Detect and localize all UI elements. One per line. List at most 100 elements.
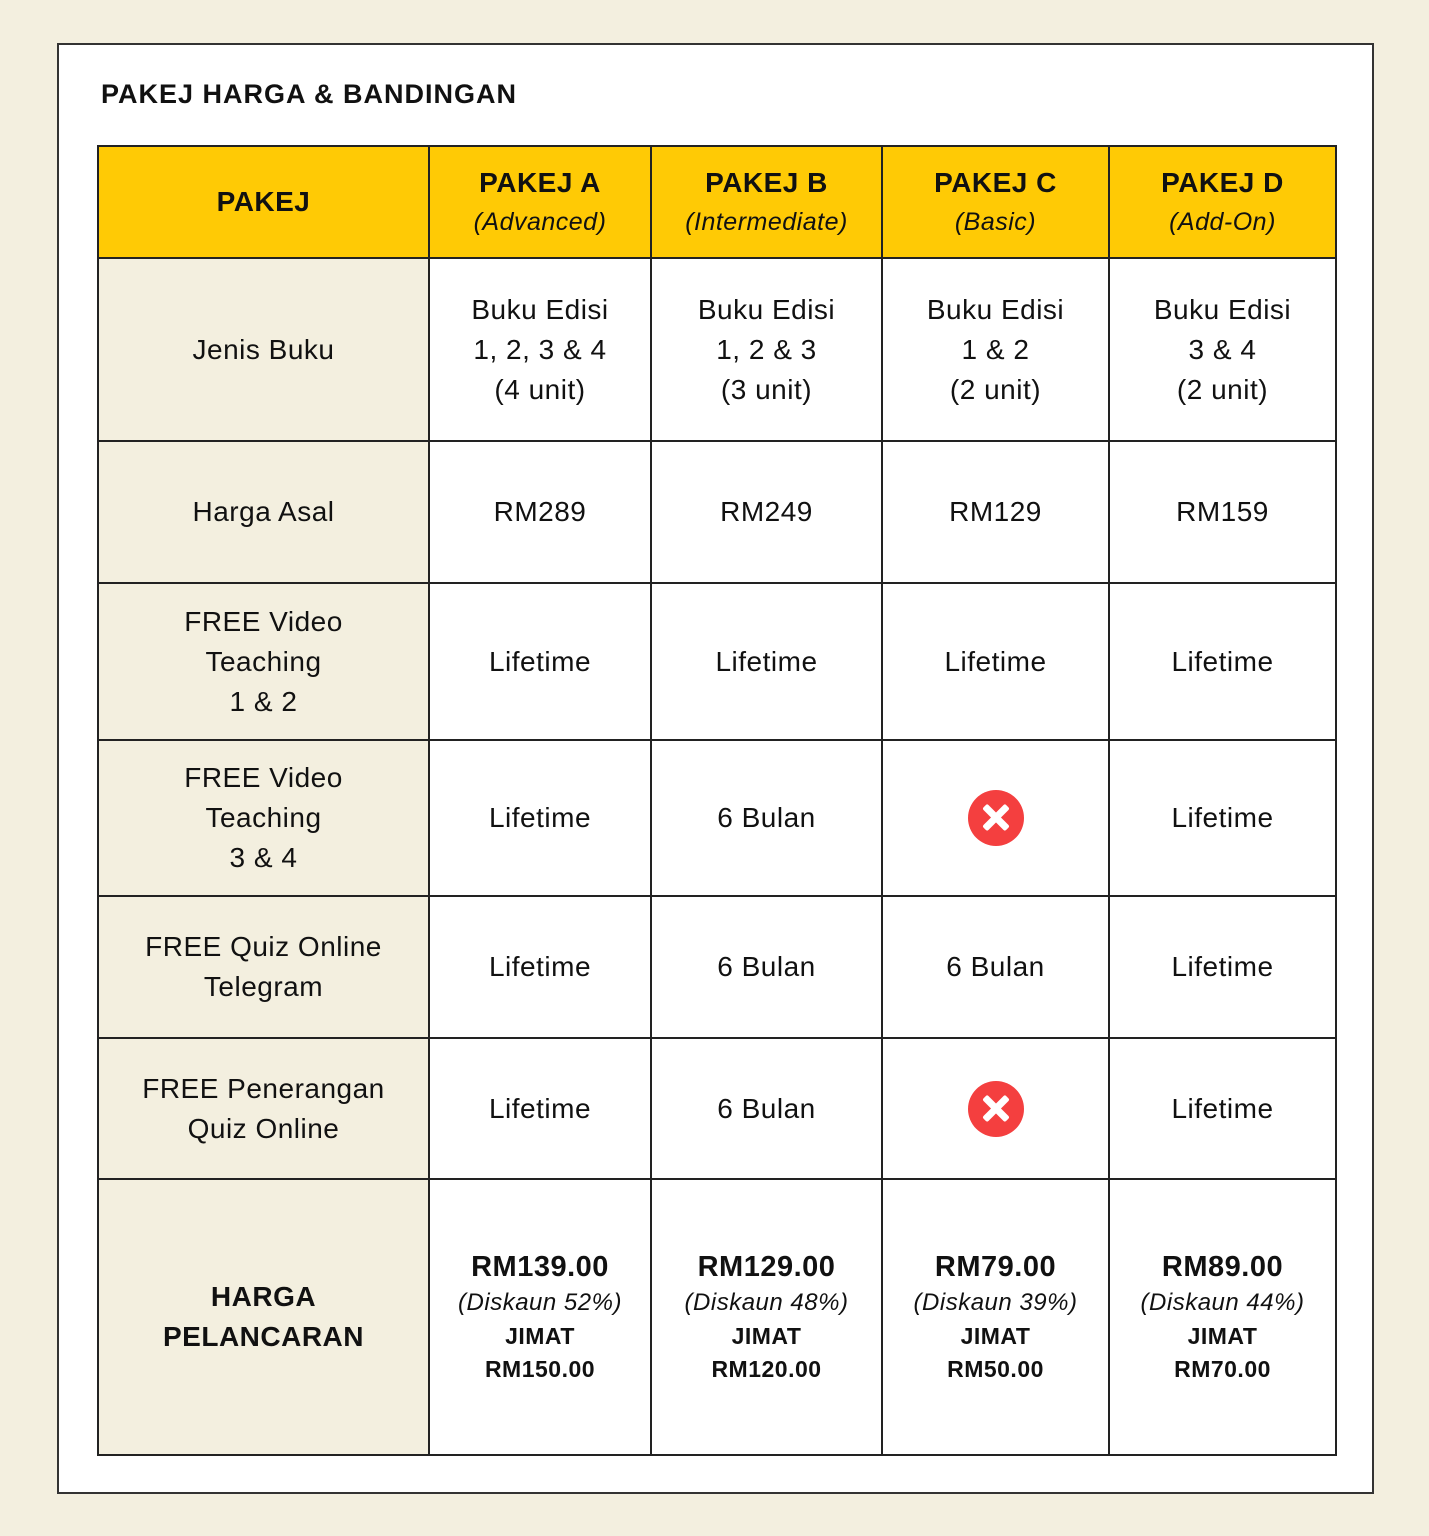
- row-label-line: FREE Quiz Online: [145, 931, 382, 962]
- row-label-line: PELANCARAN: [163, 1321, 364, 1352]
- table-cell: Buku Edisi 1, 2 & 3 (3 unit): [650, 257, 883, 442]
- cell-line: 3 & 4: [1188, 333, 1257, 365]
- cell-line: RM249: [720, 496, 813, 527]
- cell-line: 1 & 2: [961, 333, 1030, 365]
- package-name: PAKEJ A: [479, 167, 601, 198]
- cell-line: 1, 2, 3 & 4: [473, 333, 607, 365]
- table-cell: Lifetime: [428, 739, 652, 897]
- cell-line: RM159: [1176, 496, 1269, 527]
- package-name: PAKEJ C: [934, 167, 1057, 198]
- x-icon: [967, 790, 1024, 846]
- save-amount: RM50.00: [947, 1356, 1044, 1382]
- cell-line: Lifetime: [1171, 802, 1274, 833]
- table-cell: 6 Bulan: [650, 895, 883, 1039]
- cell-line: 6 Bulan: [717, 1092, 816, 1124]
- row-label-line: 1 & 2: [229, 685, 298, 717]
- row-label: Harga Asal: [97, 440, 430, 584]
- package-level: (Advanced): [473, 208, 607, 236]
- save-label: JIMAT: [731, 1323, 802, 1349]
- cell-line: Lifetime: [488, 802, 592, 833]
- row-label-line: Teaching: [205, 802, 322, 833]
- header-package-d: PAKEJ D (Add-On): [1108, 145, 1337, 259]
- cell-line: Lifetime: [488, 645, 592, 677]
- header-row: PAKEJ PAKEJ A (Advanced) PAKEJ B (Intermedi…: [97, 145, 1337, 259]
- cell-line: RM289: [493, 496, 587, 527]
- launch-price: RM139.00: [471, 1251, 609, 1283]
- package-name: PAKEJ D: [1161, 167, 1284, 198]
- discount: (Diskaun 44%): [1140, 1289, 1305, 1316]
- cell-line: Lifetime: [1171, 951, 1274, 982]
- table-cell: Lifetime: [1108, 895, 1337, 1039]
- row-label-line: 3 & 4: [229, 842, 298, 873]
- table-cell: 6 Bulan: [650, 739, 883, 897]
- package-name: PAKEJ B: [705, 167, 828, 198]
- table-cell: 6 Bulan: [650, 1037, 883, 1180]
- table-cell: RM249: [650, 440, 883, 584]
- row-label-line: HARGA: [210, 1281, 317, 1312]
- launch-price-cell: RM139.00 (Diskaun 52%) JIMAT RM150.00: [428, 1178, 652, 1456]
- table-cell: Lifetime: [428, 895, 652, 1039]
- discount: (Diskaun 48%): [684, 1289, 849, 1316]
- save-amount: RM70.00: [1174, 1356, 1271, 1382]
- discount: (Diskaun 52%): [458, 1289, 622, 1316]
- table-cell: Lifetime: [1108, 739, 1337, 897]
- launch-price-cell: RM129.00 (Diskaun 48%) JIMAT RM120.00: [650, 1178, 883, 1456]
- launch-price-cell: RM89.00 (Diskaun 44%) JIMAT RM70.00: [1108, 1178, 1337, 1456]
- cell-line: Lifetime: [715, 645, 818, 677]
- cell-line: 6 Bulan: [717, 951, 816, 982]
- cell-line: Buku Edisi: [471, 293, 609, 325]
- row-label-line: Telegram: [203, 971, 324, 1002]
- launch-price: RM89.00: [1161, 1251, 1284, 1283]
- table-row: FREE Video Teaching 3 & 4 Lifetime 6 Bulan Li…: [97, 739, 1337, 897]
- cell-line: 6 Bulan: [717, 802, 816, 833]
- table-cell: [881, 1037, 1110, 1180]
- table-cell: Lifetime: [881, 582, 1110, 741]
- header-package-a: PAKEJ A (Advanced): [428, 145, 652, 259]
- table-cell: 6 Bulan: [881, 895, 1110, 1039]
- row-label-line: FREE Penerangan: [142, 1072, 385, 1104]
- cell-line: Lifetime: [1171, 645, 1274, 677]
- cell-line: (2 unit): [1176, 373, 1269, 405]
- discount: (Diskaun 39%): [913, 1289, 1078, 1316]
- table-cell: Buku Edisi 1, 2, 3 & 4 (4 unit): [428, 257, 652, 442]
- table-cell: Lifetime: [428, 1037, 652, 1180]
- cell-line: (3 unit): [720, 373, 813, 405]
- row-label: FREE Video Teaching 3 & 4: [97, 739, 430, 897]
- launch-price-cell: RM79.00 (Diskaun 39%) JIMAT RM50.00: [881, 1178, 1110, 1456]
- header-pakej: PAKEJ: [97, 145, 430, 259]
- table-cell: Buku Edisi 3 & 4 (2 unit): [1108, 257, 1337, 442]
- table-cell: Lifetime: [1108, 582, 1337, 741]
- row-label-line: FREE Video: [184, 762, 343, 793]
- cell-line: 6 Bulan: [946, 951, 1045, 982]
- row-label-line: Jenis Buku: [192, 333, 335, 365]
- row-label-line: Teaching: [205, 645, 322, 677]
- table-row: Harga Asal RM289 RM249 RM129 RM159: [97, 440, 1337, 584]
- save-label: JIMAT: [960, 1323, 1031, 1349]
- row-label: Jenis Buku: [97, 257, 430, 442]
- row-label-line: Harga Asal: [192, 496, 335, 527]
- row-label: FREE Quiz Online Telegram: [97, 895, 430, 1039]
- cell-line: (2 unit): [949, 373, 1042, 405]
- comparison-table: PAKEJ PAKEJ A (Advanced) PAKEJ B (Intermedi…: [97, 145, 1337, 1456]
- launch-price: RM129.00: [697, 1251, 836, 1283]
- row-label-line: FREE Video: [184, 605, 343, 637]
- header-package-b: PAKEJ B (Intermediate): [650, 145, 883, 259]
- table-cell: Lifetime: [650, 582, 883, 741]
- table-row: FREE Quiz Online Telegram Lifetime 6 Bulan 6…: [97, 895, 1337, 1039]
- page-title: PAKEJ HARGA & BANDINGAN: [101, 79, 518, 109]
- row-label: FREE Video Teaching 1 & 2: [97, 582, 430, 741]
- row-label: HARGA PELANCARAN: [97, 1178, 430, 1456]
- header-package-c: PAKEJ C (Basic): [881, 145, 1110, 259]
- table-row: Jenis Buku Buku Edisi 1, 2, 3 & 4 (4 unit) B…: [97, 257, 1337, 442]
- cell-line: Lifetime: [488, 951, 592, 982]
- cell-line: Buku Edisi: [926, 293, 1065, 325]
- cell-line: Lifetime: [1171, 1092, 1274, 1124]
- table-cell: Buku Edisi 1 & 2 (2 unit): [881, 257, 1110, 442]
- cell-line: 1, 2 & 3: [716, 333, 817, 365]
- cell-line: Buku Edisi: [1153, 293, 1292, 325]
- cell-line: RM129: [949, 496, 1042, 527]
- launch-price-row: HARGA PELANCARAN RM139.00 (Diskaun 52%) JIMA…: [97, 1178, 1337, 1456]
- package-level: (Basic): [954, 208, 1037, 236]
- save-label: JIMAT: [1187, 1323, 1258, 1349]
- table-cell: RM129: [881, 440, 1110, 584]
